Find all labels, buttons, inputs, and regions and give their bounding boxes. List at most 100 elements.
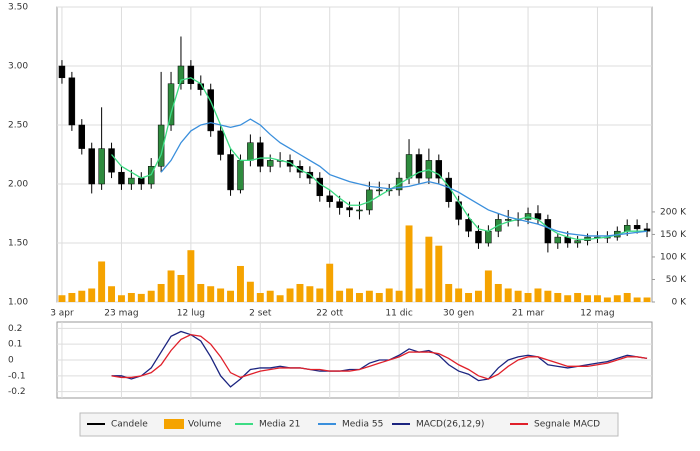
volume-bar (355, 292, 363, 302)
volume-bar (593, 295, 601, 302)
volume-bar (266, 290, 274, 302)
volume-bar (623, 292, 631, 302)
candle-body (336, 201, 343, 208)
candle-body (88, 148, 95, 185)
volume-bar (326, 263, 334, 302)
volume-bar (177, 274, 185, 302)
candle-body (435, 160, 443, 179)
volume-bar (346, 288, 354, 302)
candle-body (405, 154, 413, 179)
volume-bar (564, 295, 572, 302)
volume-bar (395, 290, 403, 302)
candle-body (554, 236, 562, 244)
volume-bar (524, 292, 532, 302)
y-tick-label: 2.50 (8, 121, 28, 131)
y-tick-label: 1.50 (8, 239, 28, 249)
candle-body (346, 207, 353, 211)
volume-bar (127, 292, 135, 302)
candle-body (504, 219, 512, 221)
candle-body (544, 219, 552, 244)
y-tick-label: -0.1 (8, 371, 26, 381)
y-tick-label: 0.1 (8, 340, 22, 350)
volume-bar (365, 290, 373, 302)
legend-label: Media 21 (259, 420, 300, 430)
volume-bar (484, 270, 492, 302)
ma-line (111, 77, 648, 241)
volume-bar (88, 288, 96, 302)
volume-bar (276, 295, 284, 302)
volume-bar (316, 288, 324, 302)
volume-bar (306, 286, 314, 302)
volume-bar (286, 288, 294, 302)
candle-body (108, 148, 115, 173)
volume-bar (613, 295, 621, 302)
y-tick-label: 2.00 (8, 180, 28, 190)
volume-bar (425, 236, 433, 302)
volume-bar (534, 288, 542, 302)
y2-tick-label: 100 K (660, 252, 687, 262)
legend-label: Candele (111, 420, 148, 430)
volume-bar (207, 286, 215, 302)
candle-body (207, 89, 214, 132)
candle-body (633, 225, 641, 230)
volume-bar (405, 225, 413, 302)
candle-body (326, 195, 333, 202)
x-tick-label: 11 dic (385, 309, 413, 319)
candle-body (58, 65, 66, 79)
x-tick-label: 12 lug (177, 309, 205, 319)
volume-bar (236, 265, 244, 302)
volume-bar (375, 292, 383, 302)
y-tick-label: 0.2 (8, 324, 22, 334)
candle-body (257, 142, 264, 167)
volume-bar (296, 283, 304, 302)
candle-body (485, 230, 492, 244)
volume-bar (78, 290, 86, 302)
candle-body (217, 130, 224, 155)
volume-bar (58, 295, 66, 302)
y2-tick-label: 0 K (672, 298, 688, 308)
y-tick-label: 3.50 (8, 3, 28, 13)
volume-bar (117, 295, 125, 302)
candle-body (623, 225, 631, 232)
candle-body (98, 148, 105, 185)
volume-bar (336, 290, 344, 302)
candle-body (415, 154, 423, 179)
legend-label: Media 55 (342, 420, 383, 430)
x-tick-label: 3 apr (50, 309, 74, 319)
legend-label: Volume (188, 420, 222, 430)
legend (79, 412, 619, 437)
volume-bar (227, 290, 235, 302)
macd-line (111, 330, 648, 388)
volume-bar (465, 292, 473, 302)
legend-label: MACD(26,12,9) (416, 420, 484, 430)
macd-line (111, 333, 648, 380)
y-tick-label: 1.00 (8, 298, 28, 308)
candle-body (574, 240, 581, 244)
volume-bar (385, 288, 393, 302)
legend-swatch (164, 419, 184, 429)
y-tick-label: 0 (8, 356, 14, 366)
volume-bar (603, 297, 611, 302)
volume-bar (455, 288, 463, 302)
volume-bar (157, 283, 165, 302)
volume-bar (167, 270, 175, 302)
candle-body (266, 160, 274, 167)
candle-body (187, 65, 195, 84)
legend-label: Segnale MACD (534, 420, 600, 430)
candle-body (247, 142, 254, 161)
candle-body (128, 177, 135, 185)
candle-body (227, 154, 234, 191)
candle-body (78, 124, 86, 149)
volume-bar (197, 283, 205, 302)
volume-bar (108, 286, 116, 302)
volume-bar (494, 283, 502, 302)
volume-bar (584, 295, 592, 302)
volume-bar (554, 292, 562, 302)
x-tick-label: 12 mag (580, 309, 614, 319)
ma-line (160, 118, 648, 237)
volume-bar (474, 290, 482, 302)
volume-bar (137, 293, 145, 302)
price-panel (56, 6, 653, 303)
x-tick-label: 2 set (249, 309, 272, 319)
x-tick-label: 23 mag (104, 309, 138, 319)
